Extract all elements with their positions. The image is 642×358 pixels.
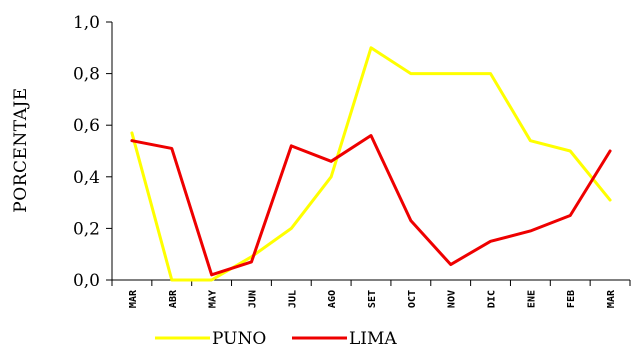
y-axis-ticks: 0,0 0,2 0,4 0,6 0,8 1,0 <box>73 13 112 291</box>
legend-label-puno: PUNO <box>212 329 266 349</box>
x-tick-label: JUN <box>247 290 258 308</box>
y-tick-label: 0,6 <box>73 116 100 136</box>
x-tick-label: MAR <box>606 289 617 308</box>
x-tick-label: SET <box>367 290 378 308</box>
legend-label-lima: LIMA <box>349 329 397 349</box>
y-tick-label: 0,2 <box>73 219 100 239</box>
legend: PUNO LIMA <box>155 329 397 349</box>
x-tick-label: NOV <box>447 290 458 308</box>
y-tick-label: 0,8 <box>73 65 100 85</box>
x-axis-ticks: MAR ABR MAY JUN JUL AGO SET OCT NOV DIC ENE FEB MAR <box>111 280 631 308</box>
y-tick-label: 1,0 <box>73 13 100 33</box>
x-tick-label: AGO <box>327 290 338 308</box>
y-tick-label: 0,0 <box>73 271 100 291</box>
x-tick-label: MAR <box>128 289 139 308</box>
y-tick-label: 0,4 <box>73 168 100 188</box>
x-tick-label: OCT <box>407 290 418 308</box>
series-layer <box>130 46 612 282</box>
x-tick-label: DIC <box>487 290 498 308</box>
x-tick-label: JUL <box>287 290 298 308</box>
y-axis-title: PORCENTAJE <box>11 87 31 212</box>
x-tick-label: ENE <box>526 290 537 308</box>
series-line-lima <box>130 134 612 277</box>
x-tick-label: FEB <box>566 290 577 308</box>
x-tick-label: MAY <box>208 290 219 308</box>
x-tick-label: ABR <box>168 289 179 308</box>
